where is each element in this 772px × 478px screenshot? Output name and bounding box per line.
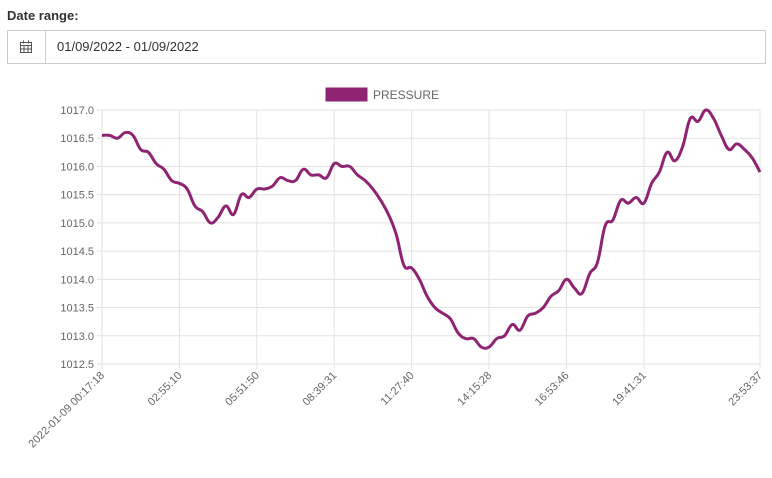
- x-tick-label: 05:51:50: [223, 370, 262, 409]
- y-tick-label: 1016.5: [60, 133, 94, 145]
- y-tick-label: 1013.5: [60, 303, 94, 315]
- x-tick-label: 11:27:40: [379, 370, 417, 408]
- y-tick-label: 1014.0: [60, 274, 94, 286]
- x-tick-label: 19:41:31: [610, 370, 649, 409]
- date-range-label: Date range:: [7, 8, 79, 23]
- y-tick-label: 1012.5: [60, 359, 94, 371]
- y-tick-label: 1017.0: [60, 105, 94, 117]
- x-tick-label: 2022-01-09 00:17:18: [26, 370, 107, 451]
- x-tick-label: 23:53:37: [726, 370, 765, 409]
- x-tick-label: 16:53:46: [533, 370, 572, 409]
- y-tick-label: 1016.0: [60, 161, 94, 173]
- date-range-input[interactable]: 01/09/2022 - 01/09/2022: [7, 30, 766, 64]
- x-tick-label: 14:15:28: [455, 370, 494, 409]
- y-tick-label: 1014.5: [60, 246, 94, 258]
- input-box[interactable]: [7, 30, 766, 64]
- y-tick-label: 1015.5: [60, 190, 94, 202]
- y-tick-label: 1015.0: [60, 218, 94, 230]
- calendar-icon[interactable]: [20, 40, 32, 53]
- line-series: [101, 108, 762, 350]
- legend-label: PRESSURE: [373, 88, 439, 102]
- chart: 1012.5 1013.0 1013.5 1014.0 1014.5 1015.0 1015…: [26, 87, 765, 451]
- legend-swatch: [325, 87, 368, 102]
- x-tick-label: 02:55:10: [146, 370, 185, 409]
- y-tick-label: 1013.0: [60, 331, 94, 343]
- date-range-value[interactable]: 01/09/2022 - 01/09/2022: [57, 39, 199, 54]
- x-tick-label: 08:39:31: [301, 370, 340, 409]
